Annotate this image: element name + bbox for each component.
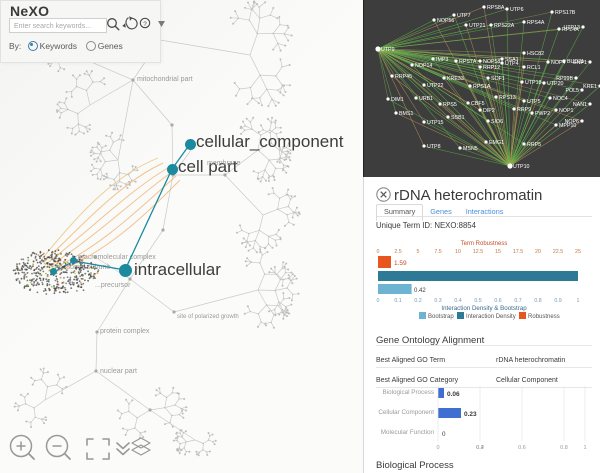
svg-text:POL5: POL5 (565, 88, 579, 94)
svg-text:15: 15 (495, 249, 501, 255)
svg-text:Cellular Component: Cellular Component (378, 409, 434, 416)
svg-text:UTP6: UTP6 (510, 7, 524, 13)
svg-text:1.59: 1.59 (394, 260, 407, 267)
svg-text:7.5: 7.5 (434, 249, 441, 255)
svg-text:0.9: 0.9 (554, 298, 561, 304)
svg-text:0: 0 (436, 445, 439, 451)
svg-text:NOP56: NOP56 (437, 18, 454, 24)
svg-text:17.5: 17.5 (513, 249, 523, 255)
svg-text:RPS1A: RPS1A (473, 84, 491, 90)
svg-text:DIP2: DIP2 (483, 108, 495, 114)
svg-text:0.4: 0.4 (476, 445, 484, 451)
svg-text:RPS7A: RPS7A (459, 59, 477, 65)
svg-text:ENP1: ENP1 (573, 60, 587, 66)
svg-text:0.06: 0.06 (447, 391, 460, 398)
svg-text:1: 1 (583, 445, 586, 451)
svg-text:NAN1: NAN1 (573, 102, 587, 108)
svg-text:0.1: 0.1 (394, 298, 401, 304)
svg-text:HSC82: HSC82 (527, 51, 544, 57)
svg-text:RPS17B: RPS17B (555, 10, 576, 16)
svg-text:RPS22A: RPS22A (494, 23, 515, 29)
svg-text:?: ? (143, 21, 147, 28)
svg-text:5: 5 (417, 249, 420, 255)
svg-text:0: 0 (442, 431, 446, 438)
svg-text:CBF5: CBF5 (471, 101, 485, 107)
svg-text:UTP7: UTP7 (457, 13, 471, 19)
svg-text:RPS4A: RPS4A (527, 20, 545, 26)
svg-text:0.3: 0.3 (434, 298, 441, 304)
svg-text:RRP9: RRP9 (517, 107, 531, 113)
svg-text:SOF1: SOF1 (491, 76, 505, 82)
svg-text:22.5: 22.5 (553, 249, 563, 255)
svg-text:SIO6: SIO6 (491, 119, 503, 125)
svg-text:0.4: 0.4 (454, 298, 461, 304)
svg-text:0.23: 0.23 (464, 411, 477, 418)
svg-text:UTP15: UTP15 (427, 120, 444, 126)
svg-text:UTP8: UTP8 (427, 144, 441, 150)
svg-text:EMG1: EMG1 (489, 140, 504, 146)
svg-text:KRE1: KRE1 (583, 84, 597, 90)
svg-text:12.5: 12.5 (473, 249, 483, 255)
svg-text:RRP5: RRP5 (527, 142, 541, 148)
svg-text:20: 20 (535, 249, 541, 255)
svg-text:PWP2: PWP2 (535, 111, 550, 117)
svg-text:RPS13: RPS13 (499, 95, 516, 101)
svg-text:2.5: 2.5 (394, 249, 401, 255)
svg-text:MSN5: MSN5 (463, 146, 478, 152)
svg-text:NOP4: NOP4 (551, 60, 565, 66)
svg-text:KRE33: KRE33 (447, 76, 464, 82)
svg-text:SSB1: SSB1 (451, 115, 465, 121)
svg-text:Term Robustness: Term Robustness (461, 241, 508, 247)
svg-text:Biological Process: Biological Process (383, 389, 434, 396)
svg-text:0.6: 0.6 (494, 298, 501, 304)
svg-text:URB1: URB1 (419, 96, 433, 102)
svg-text:0: 0 (377, 249, 380, 255)
svg-text:UTP13: UTP13 (564, 25, 581, 31)
svg-text:UTP10: UTP10 (513, 164, 530, 170)
svg-text:0.8: 0.8 (534, 298, 541, 304)
svg-text:0.8: 0.8 (560, 445, 568, 451)
svg-text:UTP22: UTP22 (427, 83, 444, 89)
svg-text:UTP4: UTP4 (505, 61, 519, 67)
svg-text:NOP1: NOP1 (559, 108, 573, 114)
svg-text:UTP18: UTP18 (525, 80, 542, 86)
svg-text:0.6: 0.6 (518, 445, 526, 451)
svg-text:0: 0 (377, 298, 380, 304)
svg-text:UTP21: UTP21 (469, 23, 486, 29)
svg-text:BMS1: BMS1 (399, 111, 413, 117)
svg-text:RCL1: RCL1 (527, 65, 541, 71)
svg-text:IMP3: IMP3 (436, 57, 448, 63)
svg-text:UTP5: UTP5 (527, 99, 541, 105)
svg-text:Molecular Function: Molecular Function (381, 429, 435, 436)
svg-text:1: 1 (577, 298, 580, 304)
svg-text:RRP12: RRP12 (483, 65, 500, 71)
svg-text:0.5: 0.5 (474, 298, 481, 304)
svg-text:0.2: 0.2 (414, 298, 421, 304)
svg-text:DIM1: DIM1 (391, 97, 404, 103)
svg-text:RRP45: RRP45 (395, 74, 412, 80)
svg-text:NOP6: NOP6 (565, 119, 579, 125)
svg-text:UTP9: UTP9 (381, 47, 395, 53)
svg-text:10: 10 (455, 249, 461, 255)
svg-text:RPS8A: RPS8A (487, 5, 505, 11)
svg-text:0.7: 0.7 (514, 298, 521, 304)
svg-text:RPS5: RPS5 (443, 102, 457, 108)
svg-text:25: 25 (575, 249, 581, 255)
svg-text:NOP14: NOP14 (415, 63, 432, 69)
svg-text:NOC4: NOC4 (553, 96, 568, 102)
svg-text:RP99B: RP99B (556, 76, 573, 82)
